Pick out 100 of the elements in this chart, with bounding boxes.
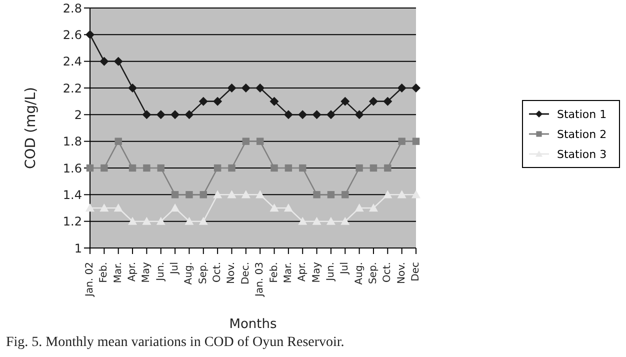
point	[142, 216, 152, 225]
point	[198, 216, 208, 225]
point	[157, 164, 164, 172]
point	[397, 190, 406, 198]
point	[242, 138, 250, 145]
point	[200, 191, 207, 198]
point	[142, 110, 152, 120]
caption: Fig. 5. Monthly mean variations in COD of Oyun Reservoir.	[6, 335, 344, 351]
point	[412, 190, 420, 198]
point	[312, 110, 322, 120]
point	[412, 138, 420, 145]
point	[213, 190, 222, 198]
point	[398, 138, 406, 145]
x-tick-label: Jun.	[325, 262, 336, 282]
point	[256, 84, 265, 92]
x-tick-label: Jan. 03	[254, 262, 266, 298]
point	[128, 216, 138, 225]
point	[326, 216, 336, 225]
y-tick-label: 2.2	[62, 81, 82, 96]
point	[128, 84, 138, 92]
x-tick-label: Oct.	[212, 262, 224, 282]
point	[213, 96, 222, 106]
point	[86, 164, 94, 172]
point	[270, 164, 278, 172]
point	[340, 216, 350, 225]
x-tick-label: May	[141, 262, 152, 283]
point	[299, 164, 306, 172]
y-tick-label: 1.6	[62, 161, 82, 176]
point	[256, 138, 264, 145]
legend-label: Station 1	[557, 108, 607, 120]
point	[354, 204, 364, 212]
x-tick-label: Nov.	[396, 262, 408, 284]
point	[156, 110, 166, 120]
y-tick-label: 2.4	[62, 54, 82, 69]
point	[100, 56, 109, 66]
x-tick-label: Dec	[410, 262, 422, 282]
point	[156, 216, 166, 225]
point	[313, 191, 320, 198]
x-tick-label: Apr.	[127, 262, 138, 282]
point	[368, 204, 378, 212]
point	[186, 191, 193, 198]
point	[397, 84, 406, 92]
point	[227, 84, 236, 92]
y-tick-label: 2	[74, 108, 82, 122]
y-tick-label: 1.8	[62, 134, 82, 149]
x-tick-label: Aug.	[354, 262, 365, 285]
point	[100, 164, 108, 172]
point	[368, 96, 378, 106]
point	[340, 96, 350, 106]
y-axis-title: COD (mg/L)	[22, 87, 39, 169]
point	[227, 190, 236, 198]
point	[114, 138, 122, 145]
y-tick-label: 1	[74, 241, 82, 256]
x-tick-label: Aug.	[184, 262, 195, 285]
point	[312, 216, 322, 225]
legend-label: Station 2	[557, 128, 607, 140]
y-tick-label: 1.4	[62, 188, 82, 202]
point	[86, 204, 94, 212]
point	[284, 164, 292, 172]
point	[383, 96, 392, 106]
point	[356, 164, 363, 172]
point	[412, 84, 420, 92]
point	[198, 96, 208, 106]
x-tick-label: Jul	[170, 262, 181, 276]
x-tick-label: Mar.	[112, 262, 124, 284]
y-tick-label: 1.2	[62, 214, 82, 229]
x-tick-label: Jun.	[155, 262, 166, 282]
x-tick-label: Dec.	[240, 262, 252, 285]
point	[114, 204, 123, 212]
point	[354, 110, 364, 120]
point	[342, 191, 349, 198]
x-tick-label: Apr.	[297, 262, 308, 282]
x-tick-label: Feb.	[98, 262, 110, 283]
y-tick-label: 2.8	[62, 1, 82, 16]
point	[170, 204, 180, 212]
point	[270, 204, 279, 212]
point	[171, 191, 179, 198]
point	[241, 190, 250, 198]
point	[370, 164, 378, 172]
x-tick-label: Feb.	[268, 262, 280, 283]
point	[384, 164, 392, 172]
x-tick-label: Oct.	[382, 262, 394, 282]
point	[284, 204, 293, 212]
point	[143, 164, 150, 172]
x-tick-label: Mar.	[282, 262, 294, 284]
point	[326, 110, 336, 120]
x-tick-label: Sep.	[198, 262, 209, 284]
point	[228, 164, 236, 172]
point	[128, 164, 136, 172]
x-tick-label: Jul	[340, 262, 351, 276]
legend-label: Station 3	[557, 148, 607, 160]
point	[184, 110, 194, 120]
point	[184, 216, 194, 225]
point	[241, 84, 250, 92]
x-axis-title: Months	[229, 317, 277, 332]
y-tick-label: 2.6	[62, 28, 82, 42]
x-tick-label: Jan. 02	[84, 262, 96, 298]
point	[100, 204, 109, 212]
point	[327, 191, 335, 198]
point	[214, 164, 222, 172]
